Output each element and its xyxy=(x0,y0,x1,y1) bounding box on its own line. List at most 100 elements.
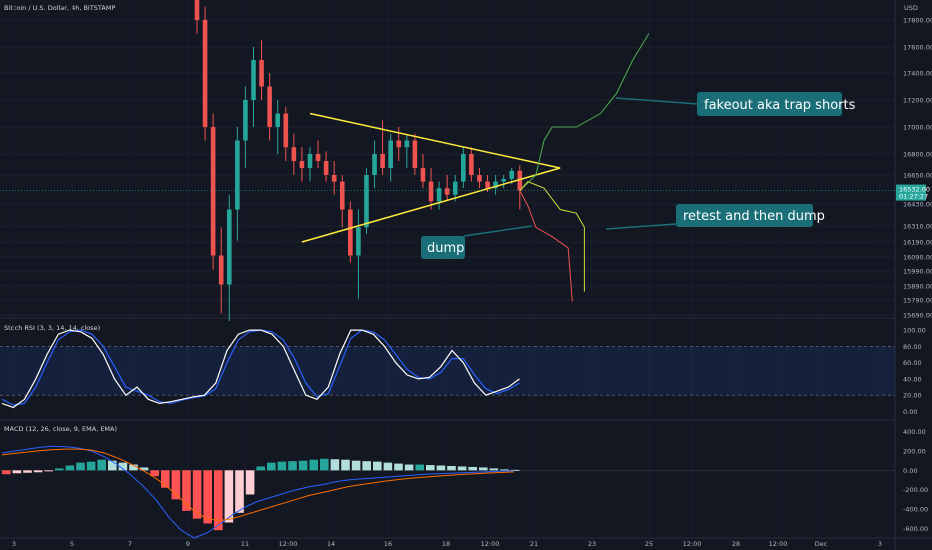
symmetrical-triangle[interactable] xyxy=(301,112,561,243)
macd-histogram-bar xyxy=(214,470,223,531)
last-price-countdown: 01:27:27 xyxy=(899,193,928,201)
annotation-box xyxy=(697,92,842,116)
macd-histogram-bar xyxy=(330,459,340,471)
candle-body xyxy=(218,255,224,285)
candle-body xyxy=(226,209,232,285)
candle-body xyxy=(452,181,458,195)
annotation-connector xyxy=(605,223,677,230)
macd-tick-label: 400.00 xyxy=(903,428,926,436)
price-tick-label: 16800.00 xyxy=(903,151,932,159)
annotation-box xyxy=(421,236,465,259)
candle-body xyxy=(517,170,523,191)
triangle-lower-line xyxy=(301,167,561,243)
macd-histogram-bar xyxy=(76,462,85,471)
triangle-upper-line xyxy=(309,112,561,169)
macd-histogram-bar xyxy=(44,470,53,472)
stoch-rsi-pane[interactable] xyxy=(0,329,895,409)
price-tick-label: 16090.00 xyxy=(903,254,932,262)
macd-tick-label: 200.00 xyxy=(903,448,926,456)
candle-body xyxy=(194,0,200,20)
stoch-rsi-title: Stoch RSI (3, 3, 14, 14, close) xyxy=(4,324,100,332)
macd-histogram-bar xyxy=(2,470,11,475)
macd-histogram-bar xyxy=(404,464,414,471)
projection-paths[interactable] xyxy=(519,33,650,302)
price-tick-label: 17800.00 xyxy=(903,17,932,25)
annotation-dump[interactable]: dump xyxy=(421,225,533,259)
last-price-box xyxy=(896,184,926,201)
time-tick-label: 9 xyxy=(186,540,190,548)
macd-histogram-bar xyxy=(161,470,170,488)
candle-body xyxy=(412,140,418,168)
macd-histogram-bar xyxy=(288,461,297,471)
macd-histogram-bar xyxy=(182,470,191,511)
candle-body xyxy=(461,154,466,182)
macd-histogram-bar xyxy=(436,465,446,471)
candle-body xyxy=(380,154,385,168)
time-tick-label: 12:00 xyxy=(683,540,702,548)
price-tick-label: 15890.00 xyxy=(903,283,932,291)
projection-path xyxy=(519,181,585,292)
time-tick-label: 7 xyxy=(128,540,132,548)
stoch-band xyxy=(0,346,895,396)
macd-histogram-bar xyxy=(171,470,181,500)
candle-body xyxy=(202,20,208,127)
time-tick-label: 28 xyxy=(732,540,740,548)
macd-histogram-bar xyxy=(479,467,488,471)
stoch-tick-label: 100.00 xyxy=(903,327,926,335)
macd-histogram-bar xyxy=(500,469,509,471)
candle-body xyxy=(444,188,450,195)
macd-histogram-bar xyxy=(383,462,393,471)
candle-body xyxy=(356,227,361,256)
price-tick-label: 17000.00 xyxy=(903,124,932,132)
candle-body xyxy=(331,175,337,182)
time-tick-label: 3 xyxy=(12,540,16,548)
stoch-tick-label: 80.00 xyxy=(903,343,922,351)
macd-histogram-bar xyxy=(65,465,75,471)
annotation-fakeout[interactable]: fakeout aka trap shorts xyxy=(615,92,856,116)
macd-histogram-bar xyxy=(108,460,117,471)
macd-histogram-bar xyxy=(55,468,64,471)
macd-tick-label: 0.00 xyxy=(903,467,917,475)
macd-histogram-bar xyxy=(267,462,276,471)
annotation-box xyxy=(676,204,813,227)
candle-body xyxy=(235,140,240,210)
currency-label: USD xyxy=(904,4,918,12)
macd-histogram-bar xyxy=(373,461,382,471)
time-axis[interactable]: 3 5 7 9 11 12:00 14 16 18 12:00 21 23 25 12:00 28 12:00… xyxy=(12,540,882,548)
macd-histogram-bar xyxy=(118,462,128,471)
price-tick-label: 17400.00 xyxy=(903,70,932,78)
macd-histogram-bar xyxy=(192,470,202,519)
price-axis[interactable]: 17800.00 17600.00 17400.00 17200.00 17000.00… xyxy=(903,17,932,533)
macd-histogram-bar xyxy=(447,466,456,471)
candle-body xyxy=(251,60,256,100)
price-tick-label: 15690.00 xyxy=(903,312,932,320)
macd-histogram-bar xyxy=(309,459,318,471)
macd-histogram-bar xyxy=(394,463,403,471)
macd-title: MACD (12, 26, close, 9, EMA, EMA) xyxy=(4,425,117,433)
macd-histogram-bar xyxy=(415,464,424,471)
price-tick-label: 17600.00 xyxy=(903,44,932,52)
price-tick-label: 17200.00 xyxy=(903,97,932,105)
annotation-connector xyxy=(615,97,699,105)
candle-body xyxy=(339,181,345,210)
time-tick-label: 12:00 xyxy=(481,540,500,548)
projection-path xyxy=(519,33,650,191)
macd-tick-label: -200.00 xyxy=(903,486,928,494)
macd-pane[interactable] xyxy=(0,445,895,539)
candle-body xyxy=(501,178,506,182)
macd-histogram-bar xyxy=(12,470,22,474)
annotation-retest[interactable]: retest and then dump xyxy=(605,204,825,230)
candle-body xyxy=(428,181,434,202)
annotation-text: fakeout aka trap shorts xyxy=(704,98,856,113)
macd-histogram-bar xyxy=(150,470,159,477)
last-price-tag: 16532.00 01:27:27 xyxy=(0,184,930,201)
candle-body xyxy=(348,209,353,256)
macd-histogram-bar xyxy=(351,460,361,471)
macd-histogram-bar xyxy=(298,460,308,471)
candle-body xyxy=(364,175,369,228)
price-tick-label: 16650.00 xyxy=(903,172,932,180)
macd-histogram-bar xyxy=(139,467,149,471)
